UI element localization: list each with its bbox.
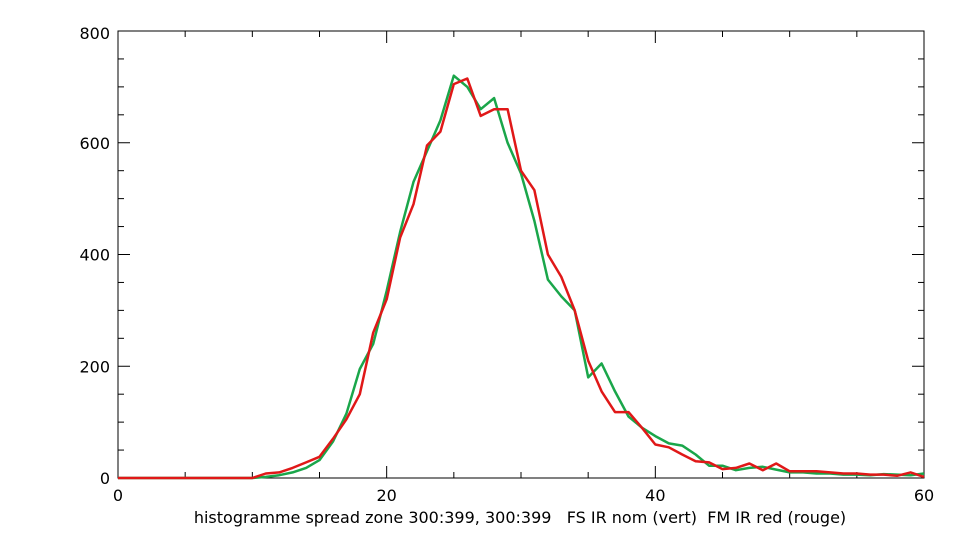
x-axis-label: histogramme spread zone 300:399, 300:399… xyxy=(194,508,846,527)
y-tick-label: 400 xyxy=(79,246,110,265)
series-line-green xyxy=(118,74,925,480)
x-tick-label: 0 xyxy=(113,486,123,505)
y-tick-label: 200 xyxy=(79,357,110,376)
y-tick-label: 800 xyxy=(79,24,110,43)
x-tick-label: 40 xyxy=(645,486,665,505)
series-layer xyxy=(118,74,925,480)
series-line-red xyxy=(118,77,925,480)
y-tick-label: 600 xyxy=(79,134,110,153)
x-tick-label: 60 xyxy=(914,486,934,505)
plot-area-frame xyxy=(117,30,925,479)
y-tick-label: 0 xyxy=(100,469,110,488)
x-tick-label: 20 xyxy=(376,486,396,505)
